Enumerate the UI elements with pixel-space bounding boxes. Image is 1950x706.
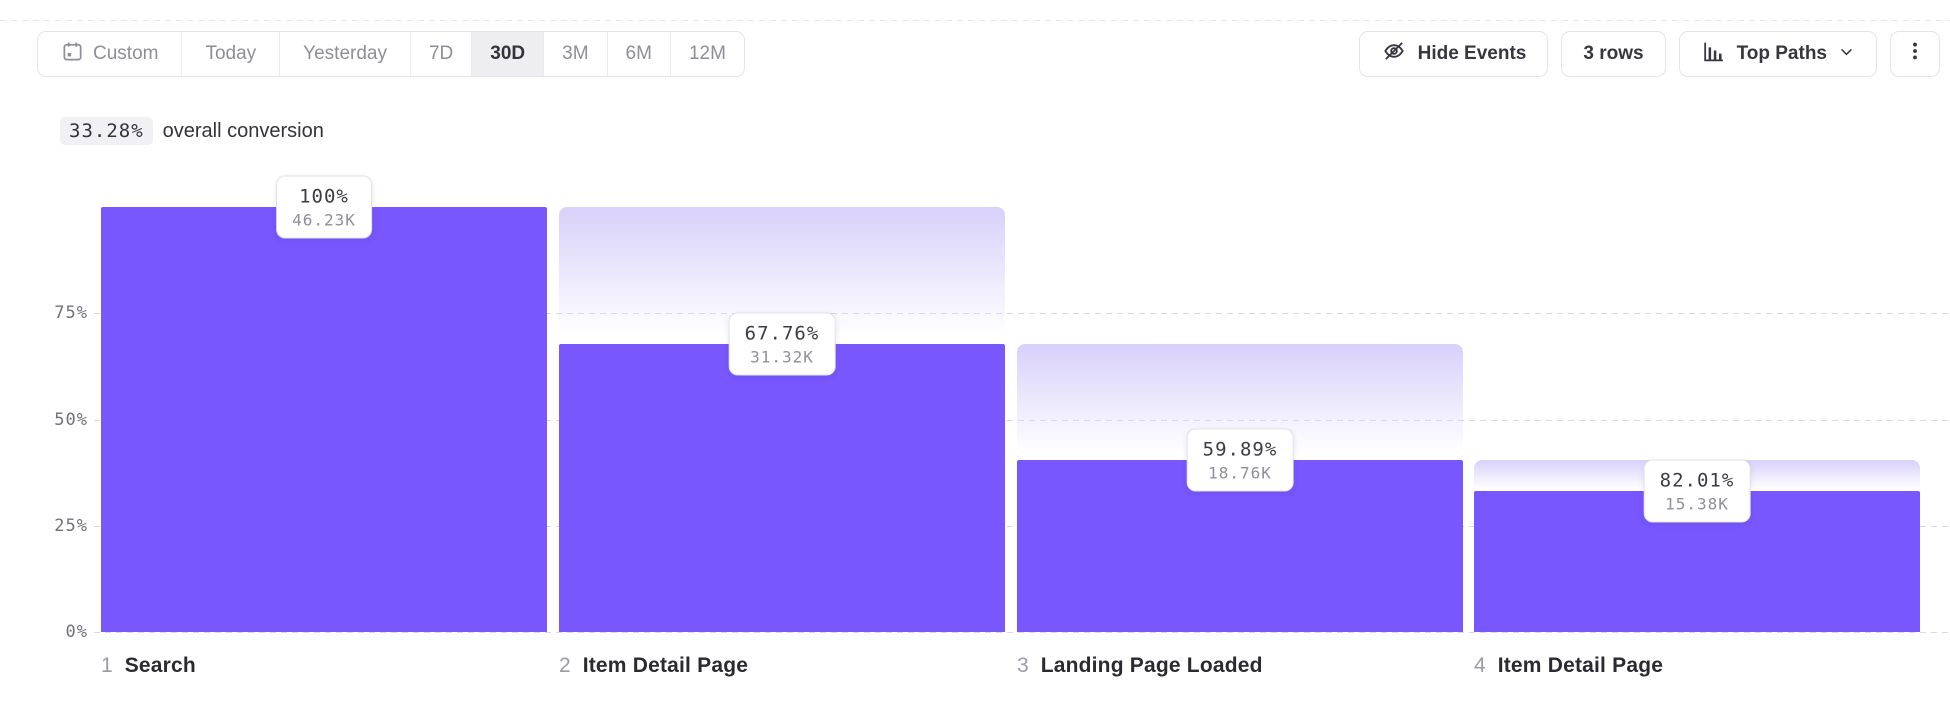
toolbar: Custom Today Yesterday 7D 30D 3M 6M 12M … [0,31,1950,77]
step-name: Search [124,654,196,677]
calendar-icon [61,40,84,69]
top-divider [0,20,1950,21]
hide-events-button[interactable]: Hide Events [1358,31,1549,77]
converted-segment [101,207,547,632]
plot-area: 100% 46.23K 67.76% 31.32K 59.89% 18.76K [94,175,1950,633]
step-number: 4 [1474,654,1486,677]
kebab-menu-icon [1904,40,1926,68]
step-labels-row: 1 Search 2 Item Detail Page 3 Landing Pa… [101,654,1920,686]
date-range-custom[interactable]: Custom [38,32,183,76]
step-name: Item Detail Page [582,654,749,677]
step-number: 2 [559,654,571,677]
date-range-3m[interactable]: 3M [544,32,608,76]
date-range-6m[interactable]: 6M [608,32,671,76]
bar-value-badge: 59.89% 18.76K [1186,428,1294,492]
conversion-count: 18.76K [1208,463,1272,483]
conversion-percent: 59.89% [1202,438,1278,461]
toolbar-right-group: Hide Events 3 rows Top Paths [1358,31,1940,77]
date-range-30d[interactable]: 30D [472,32,545,76]
funnel-bar-step-3[interactable]: 59.89% 18.76K [1017,207,1463,632]
y-tick-75: 75% [54,303,88,324]
step-label-4[interactable]: 4 Item Detail Page [1474,654,1663,678]
conversion-percent: 82.01% [1659,469,1735,492]
conversion-percent: 100% [299,185,349,208]
conversion-count: 31.32K [750,347,814,367]
top-paths-label: Top Paths [1736,43,1827,64]
date-range-today[interactable]: Today [182,32,281,76]
eye-off-icon [1381,38,1407,70]
funnel-bar-step-2[interactable]: 67.76% 31.32K [559,207,1005,632]
rows-button[interactable]: 3 rows [1561,31,1666,77]
top-paths-dropdown[interactable]: Top Paths [1678,31,1877,77]
date-range-picker: Custom Today Yesterday 7D 30D 3M 6M 12M [37,31,745,77]
date-range-label: Custom [93,43,159,64]
step-label-1[interactable]: 1 Search [101,654,196,678]
funnel-bar-step-1[interactable]: 100% 46.23K [101,175,547,632]
bar-value-badge: 100% 46.23K [276,175,372,239]
bar-value-badge: 82.01% 15.38K [1643,459,1751,523]
more-options-button[interactable] [1890,31,1940,77]
conversion-percent: 67.76% [744,322,820,345]
chevron-down-icon [1838,43,1855,66]
step-name: Item Detail Page [1497,654,1664,677]
bar-value-badge: 67.76% 31.32K [728,312,836,376]
y-axis: 75% 50% 25% 0% [0,207,88,642]
date-range-yesterday[interactable]: Yesterday [280,32,411,76]
gridline-75 [94,313,1950,315]
funnel-chart: 75% 50% 25% 0% 100% 46.23K 67.76% 31.32K [0,175,1950,642]
y-tick-50: 50% [54,409,88,430]
step-number: 1 [101,654,113,677]
histogram-icon [1701,39,1726,70]
y-tick-25: 25% [54,515,88,536]
rows-label: 3 rows [1583,43,1644,64]
overall-conversion-summary: 33.28% overall conversion [60,117,324,145]
conversion-count: 15.38K [1665,494,1729,514]
funnel-bar-step-4[interactable]: 82.01% 15.38K [1474,207,1920,632]
date-range-7d[interactable]: 7D [411,32,473,76]
converted-segment [559,344,1005,632]
overall-conversion-label: overall conversion [162,119,324,142]
overall-conversion-value: 33.28% [60,117,153,145]
step-label-2[interactable]: 2 Item Detail Page [559,654,748,678]
conversion-count: 46.23K [292,210,356,230]
step-name: Landing Page Loaded [1040,654,1263,677]
gridline-0 [94,632,1950,633]
hide-events-label: Hide Events [1417,43,1527,64]
step-number: 3 [1017,654,1029,677]
step-label-3[interactable]: 3 Landing Page Loaded [1017,654,1263,678]
date-range-12m[interactable]: 12M [688,43,726,64]
y-tick-0: 0% [65,622,88,642]
